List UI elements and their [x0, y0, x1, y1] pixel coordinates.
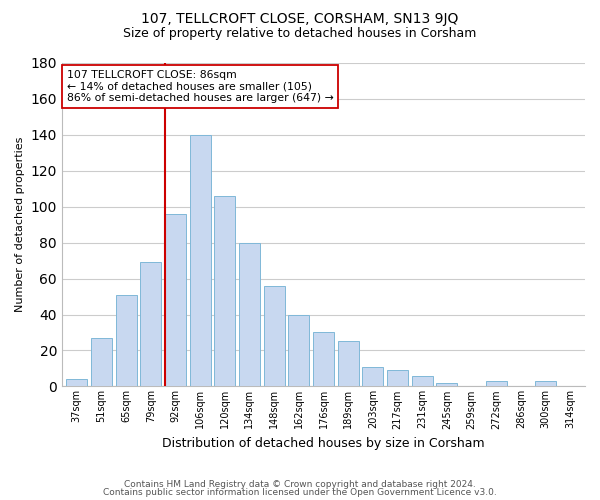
X-axis label: Distribution of detached houses by size in Corsham: Distribution of detached houses by size … [162, 437, 485, 450]
Bar [263, 286, 284, 386]
Bar [387, 370, 408, 386]
Bar [313, 332, 334, 386]
Bar [214, 196, 235, 386]
Bar [239, 242, 260, 386]
Bar [338, 342, 359, 386]
Text: Size of property relative to detached houses in Corsham: Size of property relative to detached ho… [124, 28, 476, 40]
Bar [288, 314, 309, 386]
Text: Contains HM Land Registry data © Crown copyright and database right 2024.: Contains HM Land Registry data © Crown c… [124, 480, 476, 489]
Bar [485, 381, 506, 386]
Bar [66, 379, 87, 386]
Text: 107 TELLCROFT CLOSE: 86sqm
← 14% of detached houses are smaller (105)
86% of sem: 107 TELLCROFT CLOSE: 86sqm ← 14% of deta… [67, 70, 334, 103]
Text: 107, TELLCROFT CLOSE, CORSHAM, SN13 9JQ: 107, TELLCROFT CLOSE, CORSHAM, SN13 9JQ [142, 12, 458, 26]
Bar [436, 383, 457, 386]
Bar [91, 338, 112, 386]
Text: Contains public sector information licensed under the Open Government Licence v3: Contains public sector information licen… [103, 488, 497, 497]
Bar [165, 214, 186, 386]
Bar [412, 376, 433, 386]
Bar [362, 366, 383, 386]
Bar [190, 135, 211, 386]
Bar [535, 381, 556, 386]
Bar [140, 262, 161, 386]
Bar [116, 295, 137, 386]
Y-axis label: Number of detached properties: Number of detached properties [15, 137, 25, 312]
